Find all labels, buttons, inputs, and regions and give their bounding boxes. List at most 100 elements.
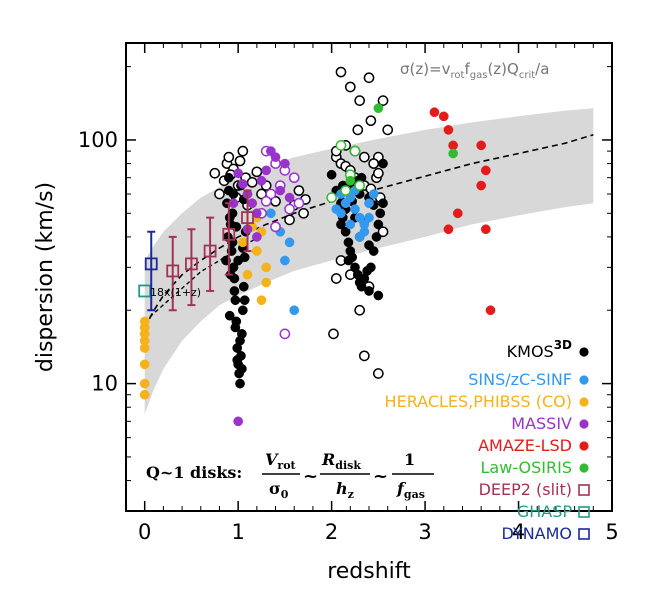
legend-marker [579,441,589,451]
law-osiris-open-point [354,180,366,191]
kmos3d-point [366,262,376,273]
kmos3d-point [364,240,374,251]
kmos3d-open-point [365,115,377,127]
equation-annotation: Q~1 disks: Vrot σ0 ~ Rdisk hz ~ 1 fgas [146,450,434,501]
kmos3d-point [375,208,386,219]
points-layer [138,66,496,427]
legend-label: HERACLES,PHIBSS (CO) [385,392,572,411]
massiv-point [233,416,244,427]
legend-label: DYNAMO [501,524,572,543]
massiv-open-point [293,197,305,209]
heracles-phibss-co-point [139,378,150,389]
kmos3d-open-point [354,304,366,316]
sins-zc-sinf-point [284,237,295,248]
amaze-lsd-point [452,208,463,219]
law-osiris-point [345,175,356,186]
heracles-phibss-co-point [256,295,267,306]
kmos3d-open-point [330,273,342,284]
kmos3d-open-point [358,350,370,362]
kmos3d-open-point [372,167,384,179]
law-osiris-open-point [335,140,347,151]
equation-relation-1: ~ [303,466,318,487]
equation-relation-2: ~ [373,466,388,487]
amaze-lsd-point [443,125,454,135]
legend-label: Law-OSIRIS [481,458,572,477]
kmos3d-open-point [363,72,375,84]
massiv-point [261,165,272,176]
sins-zc-sinf-point [359,226,370,237]
equation-prefix: Q~1 disks: [146,463,242,482]
kmos3d-point [364,286,374,296]
kmos3d-open-point [368,158,380,169]
heracles-phibss-co-point [261,262,272,273]
kmos3d-point [223,172,234,183]
legend-label: SINS/zC-SINF [468,370,572,389]
legend-marker [578,506,590,518]
legend: KMOS3D SINS/zC-SINF HERACLES,PHIBSS (CO) MA… [385,338,590,543]
sins-zc-sinf-point [266,208,276,219]
law-osiris-open-point [349,145,361,157]
heracles-phibss-co-point [242,269,253,280]
y-tick-label: 10 [91,372,118,396]
kmos3d-point [239,295,250,306]
kmos3d-point [233,255,244,266]
kmos3d-point [224,310,235,321]
kmos3d-point [336,219,346,230]
legend-marker [579,419,589,429]
heracles-phibss-co-point [261,277,272,288]
heracles-phibss-co-point [139,316,150,327]
heracles-phibss-co-point [237,237,248,248]
deep2-slit-point [222,227,236,241]
law-osiris-open-point [326,192,337,203]
deep2-slit-point [166,264,180,278]
kmos3d-open-point [298,207,309,219]
amaze-lsd-point [485,305,496,316]
kmos3d-open-point [328,328,339,340]
kmos3d-point [230,322,241,333]
deep2-slit-point [241,211,254,225]
kmos3d-open-point [382,124,394,136]
heracles-phibss-co-point [251,246,262,256]
sins-zc-sinf-point [331,204,342,215]
legend-marker [578,528,590,540]
kmos3d-point [237,363,247,374]
kmos3d-open-point [246,176,258,188]
kmos3d-open-point [284,214,295,226]
kmos3d-point [340,226,351,237]
ghasp-point [138,284,152,298]
x-tick-label: 4 [512,520,525,544]
kmos3d-open-point [209,167,221,179]
amaze-lsd-point [476,140,487,151]
massiv-point [237,179,248,189]
x-tick-label: 1 [231,520,244,544]
kmos3d-open-point [377,95,389,106]
amaze-lsd-point [429,107,440,118]
massiv-open-point [284,203,295,215]
massiv-open-point [279,328,291,340]
x-axis-title: redshift [327,559,411,584]
legend-marker [579,397,589,407]
sins-zc-sinf-point [280,255,290,266]
amaze-lsd-point [438,111,449,122]
kmos3d-point [373,290,384,301]
massiv-open-point [260,195,272,207]
legend-label: AMAZE-LSD [478,436,572,455]
massiv-point [251,232,262,242]
scaling-line-label: 18x(1+z) [150,286,201,299]
legend-label: KMOS3D [507,338,572,361]
deep2-slit-point [185,257,198,271]
kmos3d-open-point [377,226,389,238]
sins-zc-sinf-point [364,212,374,223]
kmos3d-point [373,219,384,230]
equation-term3-denominator: fgas [396,479,425,501]
amaze-lsd-point [480,165,491,176]
massiv-open-point [270,221,281,233]
kmos3d-point [229,286,240,296]
equation-term2-numerator: Rdisk [321,450,361,472]
law-osiris-point [448,148,458,159]
kmos3d-point [378,198,388,209]
massiv-open-point [288,172,300,184]
kmos3d-open-point [372,368,384,379]
y-axis-title: dispersion (km/s) [33,182,58,372]
